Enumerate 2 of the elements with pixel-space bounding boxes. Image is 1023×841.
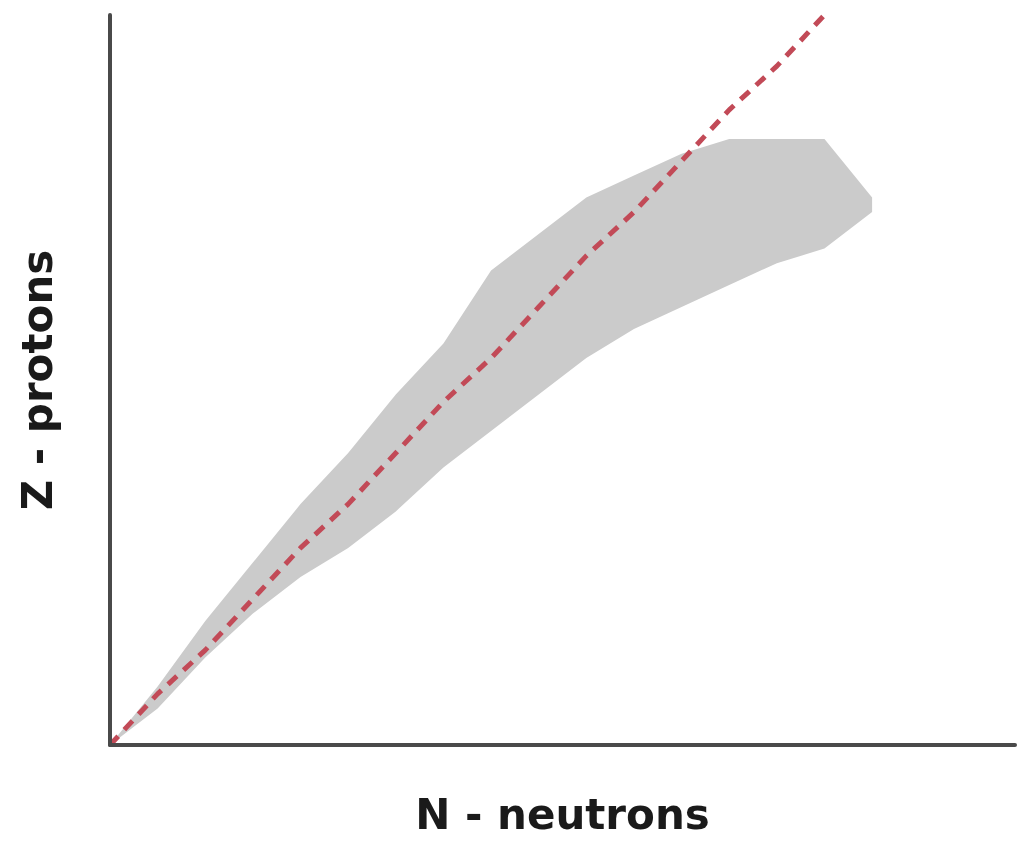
x-axis-title: N - neutrons [415, 789, 710, 839]
y-axis-title: Z - protons [12, 249, 62, 511]
